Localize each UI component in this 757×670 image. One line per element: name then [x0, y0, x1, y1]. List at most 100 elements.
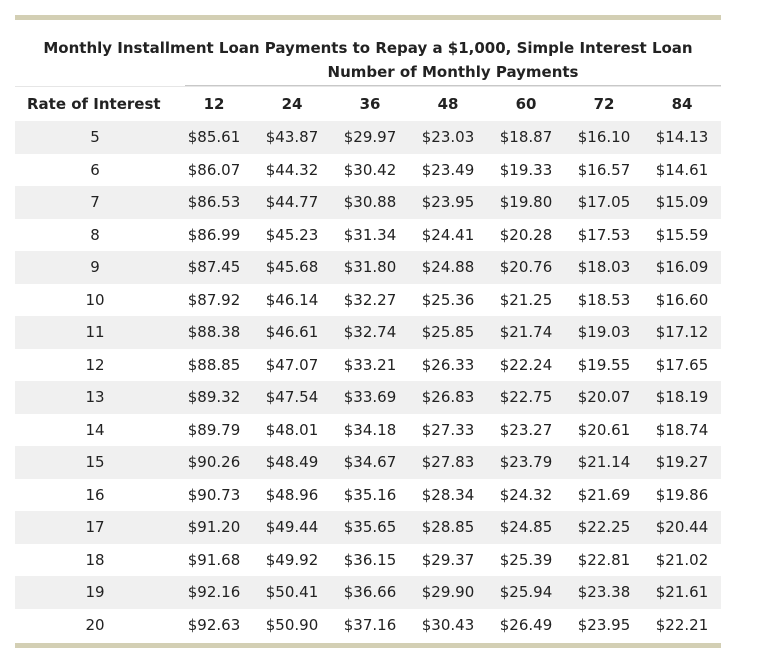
column-header: 12 [175, 86, 253, 121]
payment-cell: $16.10 [565, 121, 643, 154]
table-row: 5 $85.61 $43.87 $29.97 $23.03 $18.87 $16.10 $14… [15, 121, 721, 154]
payment-cell: $90.26 [175, 446, 253, 479]
payment-cell: $88.38 [175, 316, 253, 349]
payment-cell: $16.60 [643, 283, 721, 316]
payment-cell: $18.53 [565, 283, 643, 316]
payment-cell: $17.65 [643, 348, 721, 381]
payment-cell: $21.69 [565, 478, 643, 511]
payment-cell: $49.44 [253, 511, 331, 544]
payment-cell: $21.02 [643, 543, 721, 576]
payment-cell: $87.92 [175, 283, 253, 316]
payment-cell: $31.34 [331, 218, 409, 251]
payment-cell: $27.33 [409, 413, 487, 446]
rate-cell: 17 [15, 511, 175, 544]
table-row: 11 $88.38 $46.61 $32.74 $25.85 $21.74 $19.03 $1… [15, 316, 721, 349]
payment-cell: $20.07 [565, 381, 643, 414]
rate-cell: 11 [15, 316, 175, 349]
rate-cell: 8 [15, 218, 175, 251]
table-row: 14 $89.79 $48.01 $34.18 $27.33 $23.27 $20.61 $1… [15, 413, 721, 446]
payment-cell: $37.16 [331, 608, 409, 641]
rate-cell: 14 [15, 413, 175, 446]
payment-cell: $23.38 [565, 576, 643, 609]
payment-cell: $25.36 [409, 283, 487, 316]
payment-cell: $19.27 [643, 446, 721, 479]
payment-cell: $50.41 [253, 576, 331, 609]
table-row: 6 $86.07 $44.32 $30.42 $23.49 $19.33 $16.57 $14… [15, 153, 721, 186]
payment-cell: $18.87 [487, 121, 565, 154]
payment-cell: $26.83 [409, 381, 487, 414]
payment-cell: $36.15 [331, 543, 409, 576]
payment-cell: $23.95 [565, 608, 643, 641]
payment-cell: $22.81 [565, 543, 643, 576]
payment-cell: $45.68 [253, 251, 331, 284]
payment-cell: $27.83 [409, 446, 487, 479]
payment-cell: $32.74 [331, 316, 409, 349]
payment-cell: $19.86 [643, 478, 721, 511]
column-header: Rate of Interest [15, 86, 175, 121]
payment-cell: $14.61 [643, 153, 721, 186]
payment-cell: $34.67 [331, 446, 409, 479]
rate-cell: 9 [15, 251, 175, 284]
payment-cell: $28.85 [409, 511, 487, 544]
payment-cell: $17.05 [565, 186, 643, 219]
payment-cell: $23.03 [409, 121, 487, 154]
payment-cell: $86.07 [175, 153, 253, 186]
column-header: 48 [409, 86, 487, 121]
payment-cell: $47.07 [253, 348, 331, 381]
payment-cell: $49.92 [253, 543, 331, 576]
payment-cell: $21.74 [487, 316, 565, 349]
table-row: 10 $87.92 $46.14 $32.27 $25.36 $21.25 $18.53 $1… [15, 283, 721, 316]
table-body: 5 $85.61 $43.87 $29.97 $23.03 $18.87 $16.10 $14… [15, 121, 721, 641]
table-row: 20 $92.63 $50.90 $37.16 $30.43 $26.49 $23.95 $2… [15, 608, 721, 641]
payment-cell: $48.01 [253, 413, 331, 446]
column-header: 72 [565, 86, 643, 121]
payment-cell: $92.63 [175, 608, 253, 641]
table-row: 19 $92.16 $50.41 $36.66 $29.90 $25.94 $23.38 $2… [15, 576, 721, 609]
table-row: 13 $89.32 $47.54 $33.69 $26.83 $22.75 $20.07 $1… [15, 381, 721, 414]
payment-cell: $21.14 [565, 446, 643, 479]
payment-cell: $19.55 [565, 348, 643, 381]
column-header: 84 [643, 86, 721, 121]
payment-cell: $46.14 [253, 283, 331, 316]
payment-cell: $32.27 [331, 283, 409, 316]
payment-cell: $30.88 [331, 186, 409, 219]
rate-cell: 18 [15, 543, 175, 576]
payment-cell: $23.49 [409, 153, 487, 186]
payment-cell: $19.33 [487, 153, 565, 186]
column-header: 36 [331, 86, 409, 121]
payment-cell: $14.13 [643, 121, 721, 154]
payment-cell: $45.23 [253, 218, 331, 251]
table-row: 7 $86.53 $44.77 $30.88 $23.95 $19.80 $17.05 $15… [15, 186, 721, 219]
payment-cell: $29.37 [409, 543, 487, 576]
payment-cell: $24.88 [409, 251, 487, 284]
payment-cell: $25.94 [487, 576, 565, 609]
payment-cell: $87.45 [175, 251, 253, 284]
payment-cell: $20.61 [565, 413, 643, 446]
payment-cell: $29.90 [409, 576, 487, 609]
top-accent-bar [15, 15, 721, 20]
payment-cell: $20.44 [643, 511, 721, 544]
payment-cell: $18.74 [643, 413, 721, 446]
payment-cell: $15.09 [643, 186, 721, 219]
payment-cell: $48.96 [253, 478, 331, 511]
payment-cell: $23.27 [487, 413, 565, 446]
payment-cell: $29.97 [331, 121, 409, 154]
payment-cell: $19.80 [487, 186, 565, 219]
column-header: 24 [253, 86, 331, 121]
rate-cell: 6 [15, 153, 175, 186]
payment-cell: $86.53 [175, 186, 253, 219]
payment-cell: $91.68 [175, 543, 253, 576]
payment-cell: $16.09 [643, 251, 721, 284]
payment-cell: $30.43 [409, 608, 487, 641]
rate-cell: 7 [15, 186, 175, 219]
payment-cell: $89.79 [175, 413, 253, 446]
loan-table-panel: Monthly Installment Loan Payments to Rep… [15, 15, 721, 648]
payment-cell: $34.18 [331, 413, 409, 446]
payment-cell: $24.41 [409, 218, 487, 251]
payment-cell: $30.42 [331, 153, 409, 186]
payment-cell: $33.69 [331, 381, 409, 414]
payment-cell: $25.85 [409, 316, 487, 349]
payment-cell: $23.79 [487, 446, 565, 479]
payment-cell: $22.21 [643, 608, 721, 641]
payment-cell: $85.61 [175, 121, 253, 154]
